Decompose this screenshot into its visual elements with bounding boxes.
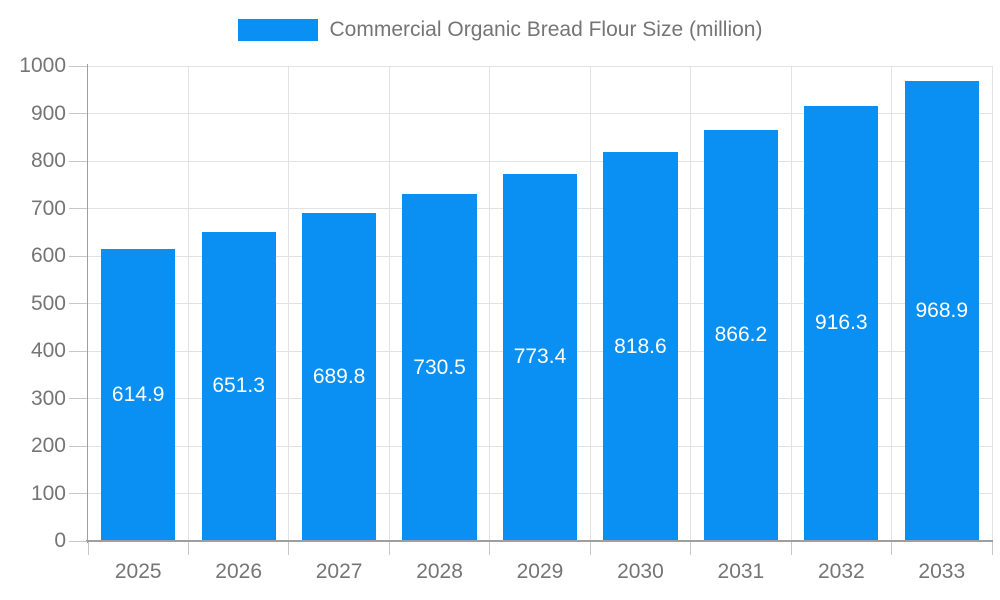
y-axis-tick	[69, 160, 87, 162]
bar: 866.2	[703, 129, 779, 541]
legend-swatch	[237, 19, 318, 41]
y-axis-tick-label: 500	[30, 291, 66, 315]
x-axis-tick	[589, 542, 591, 555]
bar: 689.8	[301, 213, 377, 541]
y-axis-tick	[69, 303, 87, 304]
y-axis-tick-label: 100	[30, 481, 66, 505]
bar: 968.9	[904, 80, 979, 541]
x-axis-tick-label: 2029	[516, 560, 564, 583]
gridline-vertical	[589, 66, 591, 541]
gridline-vertical	[288, 66, 290, 541]
gridline-vertical	[690, 66, 692, 541]
bar-value-label: 651.3	[212, 374, 265, 398]
bar-value-label: 968.9	[915, 298, 969, 322]
x-axis-tick-label: 2025	[114, 560, 162, 583]
x-axis-tick	[87, 542, 89, 555]
x-axis-tick-label: 2032	[817, 560, 865, 583]
bar-value-label: 689.8	[312, 365, 366, 389]
y-axis-tick	[69, 65, 87, 67]
gridline-horizontal	[88, 65, 992, 67]
plot-area: 614.9 651.3 689.8 730.5 773.4 818.6 866.2 916.3…	[88, 65, 993, 541]
y-axis-tick-label: 900	[30, 101, 66, 125]
y-axis-tick-label: 600	[30, 244, 66, 267]
y-axis-tick-label: 700	[30, 196, 66, 220]
x-axis-tick	[388, 542, 390, 555]
bar: 651.3	[201, 231, 276, 541]
y-axis-tick-label: 200	[30, 434, 66, 457]
x-axis-tick	[187, 542, 189, 555]
x-axis-tick	[991, 542, 993, 555]
bar: 730.5	[402, 194, 477, 541]
bar-value-label: 730.5	[413, 355, 466, 379]
gridline-horizontal	[88, 113, 992, 114]
x-axis-tick-label: 2027	[315, 560, 363, 583]
x-axis-tick-label: 2030	[617, 560, 664, 583]
gridline-vertical	[891, 66, 893, 541]
gridline-vertical	[187, 66, 189, 541]
bar-value-label: 614.9	[111, 382, 165, 406]
gridline-vertical	[790, 66, 792, 541]
legend: Commercial Organic Bread Flour Size (mil…	[0, 17, 1000, 43]
y-axis-line	[86, 64, 88, 543]
y-axis-tick-label: 300	[30, 386, 66, 410]
y-axis-tick	[69, 113, 87, 114]
y-axis-tick	[69, 255, 87, 257]
y-axis-tick-label: 0	[54, 529, 66, 552]
bar: 818.6	[603, 152, 678, 541]
x-axis-tick-label: 2028	[416, 560, 463, 583]
y-axis-tick	[69, 540, 87, 542]
y-axis-tick	[69, 208, 87, 209]
y-axis-tick-label: 400	[30, 339, 66, 362]
gridline-vertical	[991, 66, 993, 541]
bar: 916.3	[804, 105, 879, 541]
x-axis-tick-label: 2031	[717, 560, 765, 583]
bar: 773.4	[502, 173, 578, 541]
x-axis-tick-label: 2033	[918, 560, 966, 583]
y-axis-tick-label: 800	[30, 149, 66, 172]
gridline-vertical	[489, 66, 491, 541]
bar-value-label: 866.2	[714, 323, 768, 347]
y-axis-tick	[69, 398, 87, 399]
bar: 614.9	[101, 248, 176, 541]
x-axis-tick	[891, 542, 893, 555]
y-axis-tick	[69, 493, 87, 494]
x-axis-tick	[790, 542, 792, 555]
gridline-horizontal	[88, 160, 992, 162]
x-axis-tick-label: 2026	[215, 560, 263, 583]
y-axis-tick	[69, 350, 87, 352]
bar-value-label: 916.3	[815, 311, 868, 335]
bar-value-label: 773.4	[513, 345, 567, 369]
bar-value-label: 818.6	[614, 334, 667, 358]
gridline-vertical	[388, 66, 390, 541]
x-axis-tick	[690, 542, 692, 555]
x-axis-tick	[489, 542, 491, 555]
y-axis-tick-label: 1000	[19, 54, 66, 77]
x-axis-tick	[288, 542, 290, 555]
legend-label: Commercial Organic Bread Flour Size (mil…	[329, 18, 763, 41]
x-axis-line	[86, 540, 993, 542]
y-axis-tick	[69, 445, 87, 447]
